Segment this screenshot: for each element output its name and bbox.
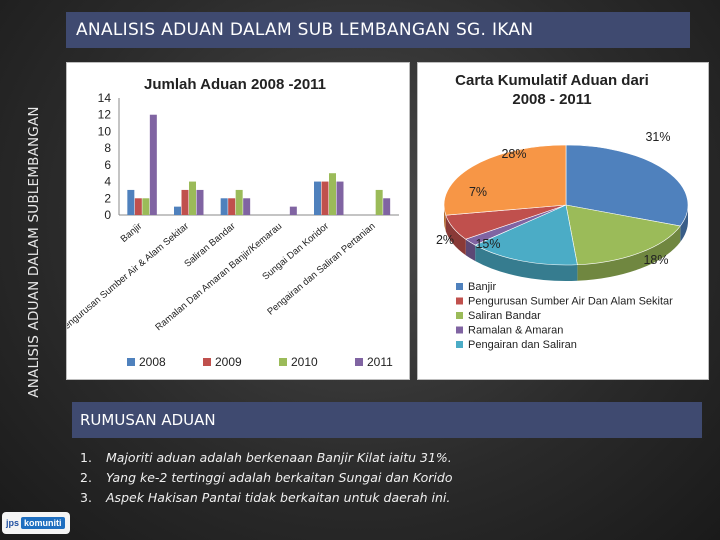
finding-number: 3.	[80, 490, 92, 505]
finding-number: 1.	[80, 450, 92, 465]
bar-2010	[189, 181, 196, 215]
bar-2011	[196, 189, 204, 215]
page-title: ANALISIS ADUAN DALAM SUB LEMBANGAN SG. I…	[66, 12, 690, 48]
pie-slice	[565, 144, 689, 227]
pie-slice	[565, 204, 681, 266]
finding-text: Aspek Hakisan Pantai tidak berkaitan unt…	[106, 490, 451, 505]
pie-percent-label: 18%	[643, 253, 668, 267]
legend-label: 2011	[367, 355, 393, 369]
finding-text: Majoriti aduan adalah berkenaan Banjir K…	[106, 450, 452, 465]
bar-chart-panel: Jumlah Aduan 2008 -2011 0 2 4 6 8 10 12 14 Banjir…	[57, 62, 410, 380]
pie-slice-side	[465, 239, 476, 262]
legend-swatch	[203, 358, 211, 366]
bar-2011	[383, 198, 391, 215]
pie-percent-label: 2%	[436, 233, 454, 247]
legend-label: 2009	[215, 355, 242, 369]
x-tick-label: Banjir	[119, 221, 145, 245]
finding-item: 3. Aspek Hakisan Pantai tidak berkaitan u…	[80, 488, 700, 508]
bar-2008	[220, 198, 228, 215]
pie-chart: Carta Kumulatif Aduan dari 2008 - 2011 31%…	[436, 72, 689, 351]
bar-2009	[181, 189, 189, 215]
bar-2009	[134, 198, 142, 215]
y-tick-label: 0	[104, 208, 111, 222]
pie-slice-side	[475, 245, 578, 281]
legend-swatch	[456, 297, 463, 305]
legend-label: Pengurusan Sumber Air Dan Alam Sekitar	[468, 296, 673, 308]
bar-2011	[336, 181, 344, 215]
legend-label: Ramalan & Amaran	[468, 325, 563, 337]
y-tick-label: 14	[98, 91, 112, 105]
legend-swatch	[456, 326, 463, 334]
bar-2010	[329, 173, 336, 215]
legend-swatch	[355, 358, 363, 366]
bar-2008	[127, 189, 135, 215]
pie-percent-label: 31%	[645, 130, 670, 144]
legend-swatch	[456, 283, 463, 290]
y-tick-label: 4	[104, 175, 111, 189]
pie-percent-label: 15%	[475, 237, 500, 251]
legend-label: Banjir	[468, 281, 496, 293]
jps-logo: jps komuniti	[2, 512, 70, 534]
legend-label: Pengairan dan Saliran	[468, 339, 577, 351]
legend-swatch	[456, 312, 463, 319]
pie-slice-side	[577, 226, 681, 281]
pie-slice-side	[680, 205, 688, 243]
bar-chart: Jumlah Aduan 2008 -2011 0 2 4 6 8 10 12 14 Banjir…	[57, 76, 399, 369]
legend-label: Saliran Bandar	[468, 310, 541, 322]
bar-2008	[314, 181, 321, 215]
y-tick-label: 8	[104, 141, 111, 155]
pie-percent-label: 28%	[501, 147, 526, 161]
logo-text-komuniti: komuniti	[21, 517, 65, 529]
pie-slice	[443, 144, 567, 216]
bar-2009	[228, 198, 236, 215]
bar-2008	[174, 206, 181, 215]
pie-chart-panel: Carta Kumulatif Aduan dari 2008 - 2011 31%…	[417, 62, 709, 380]
pie-title-line: Carta Kumulatif Aduan dari	[455, 72, 649, 89]
pie-percent-label: 7%	[469, 185, 487, 199]
bar-2010	[142, 198, 150, 215]
bar-2011	[289, 206, 297, 215]
finding-item: 2. Yang ke-2 tertinggi adalah berkaitan S…	[80, 468, 700, 488]
legend-swatch	[127, 358, 135, 366]
bar-2010	[235, 189, 243, 215]
y-tick-label: 10	[98, 124, 112, 138]
rumusan-heading: RUMUSAN ADUAN	[72, 402, 702, 438]
finding-item: 1. Majoriti aduan adalah berkenaan Banjir…	[80, 448, 700, 468]
bar-2010	[375, 189, 383, 215]
legend-label: 2008	[139, 355, 166, 369]
chart-title: Jumlah Aduan 2008 -2011	[144, 76, 326, 93]
pie-slice	[474, 204, 578, 266]
finding-number: 2.	[80, 470, 92, 485]
finding-text: Yang ke-2 tertinggi adalah berkaitan Sun…	[106, 470, 453, 485]
legend-swatch	[456, 341, 463, 348]
pie-title-line: 2008 - 2011	[512, 91, 591, 108]
bar-2011	[149, 114, 157, 215]
bar-2011	[243, 198, 251, 215]
legend-label: 2010	[291, 355, 318, 369]
y-tick-label: 6	[104, 158, 111, 172]
bar-2009	[321, 181, 329, 215]
legend-swatch	[279, 358, 287, 366]
logo-text-jps: jps	[6, 518, 20, 528]
y-tick-label: 12	[98, 108, 112, 122]
y-tick-label: 2	[104, 191, 111, 205]
findings-list: 1. Majoriti aduan adalah berkenaan Banjir…	[80, 448, 700, 508]
side-label: ANALISIS ADUAN DALAM SUBLEMBANGAN	[26, 106, 42, 398]
